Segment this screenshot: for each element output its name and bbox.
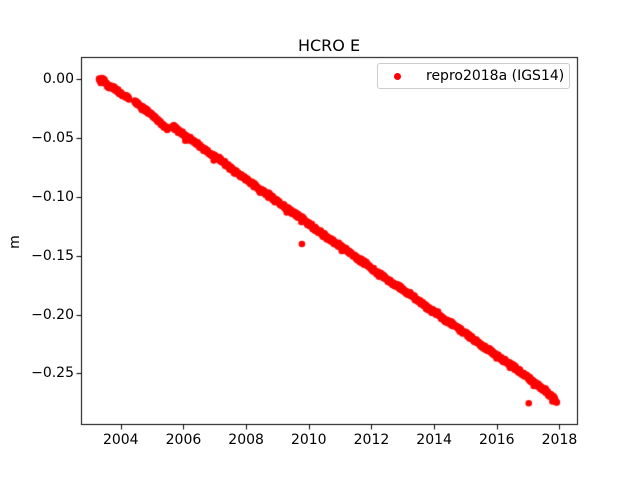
legend-marker-icon [394,72,401,80]
x-tick-label: 2016 [478,432,515,448]
x-tick-label: 2008 [228,432,264,448]
x-tick-label: 2004 [102,432,139,448]
x-tick-label: 2018 [541,432,578,448]
x-tick-label: 2010 [290,432,327,448]
y-tick-label: 0.00 [42,71,74,88]
chart-title: HCRO E [297,36,361,55]
x-tick-label: 2012 [353,432,390,448]
y-tick-label: −0.05 [31,130,74,147]
y-tick-label: −0.10 [31,188,74,205]
y-tick-label: −0.20 [31,306,74,323]
legend-label: repro2018a (IGS14) [426,68,565,84]
x-tick-label: 2014 [416,432,452,448]
y-tick-label: −0.15 [31,247,74,264]
x-tick-label: 2006 [165,432,202,448]
y-tick-label: −0.25 [31,365,74,382]
legend: repro2018a (IGS14) [377,63,570,89]
